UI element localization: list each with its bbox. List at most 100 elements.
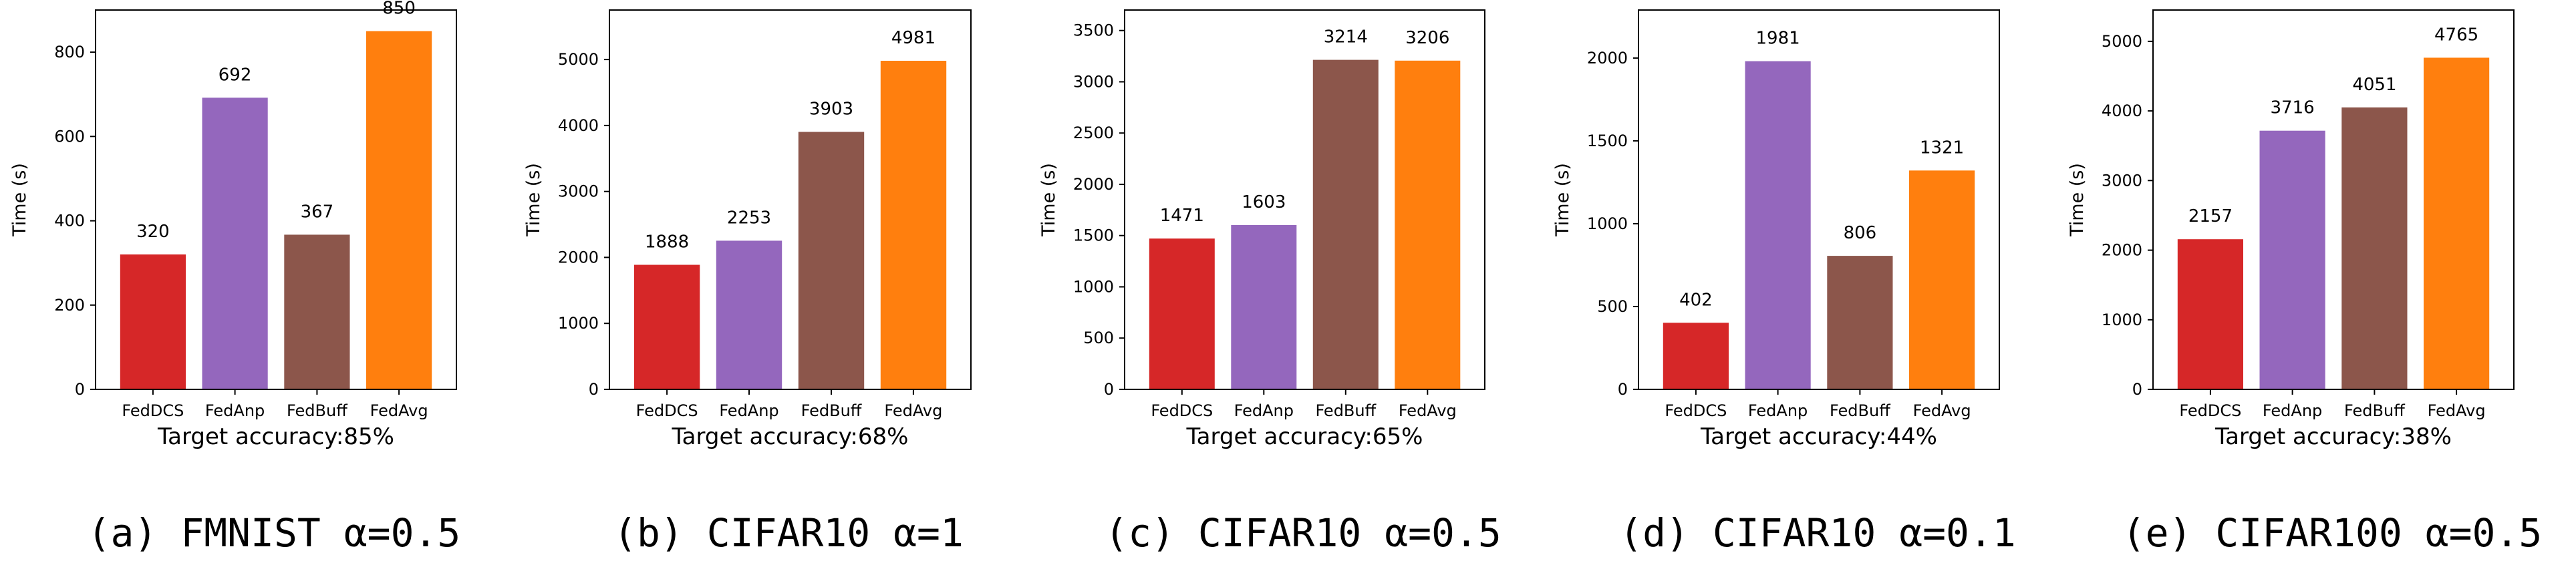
bar-FedDCS [1149,238,1215,389]
x-tick-label: FedBuff [1315,401,1376,420]
bar-value-label: 1603 [1242,192,1286,212]
bar-FedBuff [2341,107,2408,390]
subfigure-caption: (b) CIFAR10 α=1 [613,510,964,556]
bar-value-label: 3214 [1324,27,1368,47]
y-tick-label: 500 [1597,297,1628,316]
y-tick-label: 4000 [2102,102,2142,120]
bar-FedDCS [633,264,700,389]
y-tick-label: 2000 [558,248,599,266]
y-tick-label: 5000 [2102,32,2142,51]
bar-value-label: 367 [301,202,334,222]
x-tick-label: FedAnp [1234,401,1294,420]
bar-FedAnp [1745,61,1811,389]
bar-FedBuff [1827,256,1893,389]
bar-value-label: 806 [1844,223,1877,243]
bar-value-label: 1471 [1160,206,1204,226]
y-tick-label: 1000 [2102,311,2142,329]
bar-value-label: 3903 [809,100,853,120]
y-tick-label: 2000 [1073,175,1114,194]
y-axis-label: Time (s) [1038,163,1059,237]
x-tick-label: FedDCS [636,401,698,420]
bar-value-label: 2157 [2188,206,2233,226]
chart-panel-0: 320 FedDCS 692 FedAnp 367 FedBuff 850 FedAvg 0 20… [9,0,460,556]
subfigure-caption: (c) CIFAR10 α=0.5 [1105,510,1501,556]
x-tick-label: FedDCS [2179,401,2241,420]
bar-value-label: 1321 [1920,138,1964,158]
y-tick-label: 500 [1083,329,1114,347]
y-tick-label: 0 [1618,380,1628,399]
bar-value-label: 4981 [891,28,936,48]
y-tick-label: 2500 [1073,124,1114,142]
chart-panel-4: 2157 FedDCS 3716 FedAnp 4051 FedBuff 4765 FedAv… [2067,9,2543,556]
bar-FedDCS [1663,323,1729,389]
bar-value-label: 692 [219,65,252,85]
y-tick-label: 1500 [1073,226,1114,245]
bar-value-label: 3206 [1405,28,1449,48]
y-axis-label: Time (s) [523,163,544,237]
y-tick-label: 200 [54,296,85,315]
bar-FedAnp [716,240,782,389]
y-tick-label: 0 [2132,380,2142,399]
y-axis-label: Time (s) [2067,163,2088,237]
bar-FedAvg [1909,170,1975,390]
bar-value-label: 320 [136,222,170,242]
chart-panel-2: 1471 FedDCS 1603 FedAnp 3214 FedBuff 3206 FedAv… [1038,9,1501,556]
y-tick-label: 600 [54,127,85,146]
bar-FedAnp [1231,224,1297,389]
x-axis-label: Target accuracy:38% [2214,423,2452,450]
axes-frame [1124,9,1485,390]
bar-FedAvg [366,31,432,390]
bar-FedAvg [880,61,947,389]
y-tick-label: 1000 [1073,278,1114,297]
x-tick-label: FedBuff [2344,401,2405,420]
x-tick-label: FedAnp [205,401,265,420]
x-tick-label: FedBuff [1830,401,1890,420]
x-tick-label: FedAvg [1399,401,1457,420]
x-axis-label: Target accuracy:65% [1186,423,1423,450]
y-tick-label: 3000 [558,182,599,201]
subfigure-caption: (e) CIFAR100 α=0.5 [2122,510,2543,556]
y-tick-label: 800 [54,43,85,61]
bar-FedAnp [2259,130,2325,389]
bar-value-label: 1888 [645,232,689,252]
x-tick-label: FedDCS [1665,401,1727,420]
axes-frame [95,9,457,390]
y-tick-label: 3500 [1073,21,1114,40]
bar-value-label: 4051 [2352,75,2396,95]
bar-FedAvg [1395,60,1461,390]
y-tick-label: 4000 [558,116,599,135]
x-tick-label: FedAvg [1913,401,1971,420]
bar-value-label: 402 [1679,290,1713,310]
y-tick-label: 2000 [2102,241,2142,260]
y-tick-label: 1500 [1587,132,1628,150]
y-tick-label: 0 [1104,380,1114,399]
x-tick-label: FedAvg [2428,401,2486,420]
y-axis-label: Time (s) [1552,163,1573,237]
x-axis-label: Target accuracy:85% [157,423,394,450]
x-tick-label: FedDCS [1151,401,1213,420]
bar-FedBuff [798,132,865,389]
bar-FedAvg [2424,57,2490,390]
y-tick-label: 1000 [1587,214,1628,233]
x-tick-label: FedAvg [370,401,428,420]
x-tick-label: FedAvg [884,401,942,420]
bar-value-label: 4765 [2434,25,2478,45]
x-tick-label: FedBuff [801,401,862,420]
y-tick-label: 5000 [558,50,599,69]
x-axis-label: Target accuracy:68% [672,423,909,450]
bar-value-label: 850 [382,0,416,19]
bar-value-label: 3716 [2271,98,2315,118]
chart-panel-1: 1888 FedDCS 2253 FedAnp 3903 FedBuff 4981 FedAv… [523,9,972,556]
subfigure-caption: (d) CIFAR10 α=0.1 [1619,510,2016,556]
x-tick-label: FedAnp [2263,401,2322,420]
y-tick-label: 0 [75,380,85,399]
y-tick-label: 2000 [1587,49,1628,67]
y-axis-label: Time (s) [9,163,30,237]
axes-frame [1638,9,2000,390]
y-tick-label: 1000 [558,314,599,333]
chart-panel-3: 402 FedDCS 1981 FedAnp 806 FedBuff 1321 FedAvg 0… [1552,9,2016,556]
y-tick-label: 0 [589,380,599,399]
x-tick-label: FedBuff [287,401,347,420]
bar-FedDCS [120,254,186,389]
